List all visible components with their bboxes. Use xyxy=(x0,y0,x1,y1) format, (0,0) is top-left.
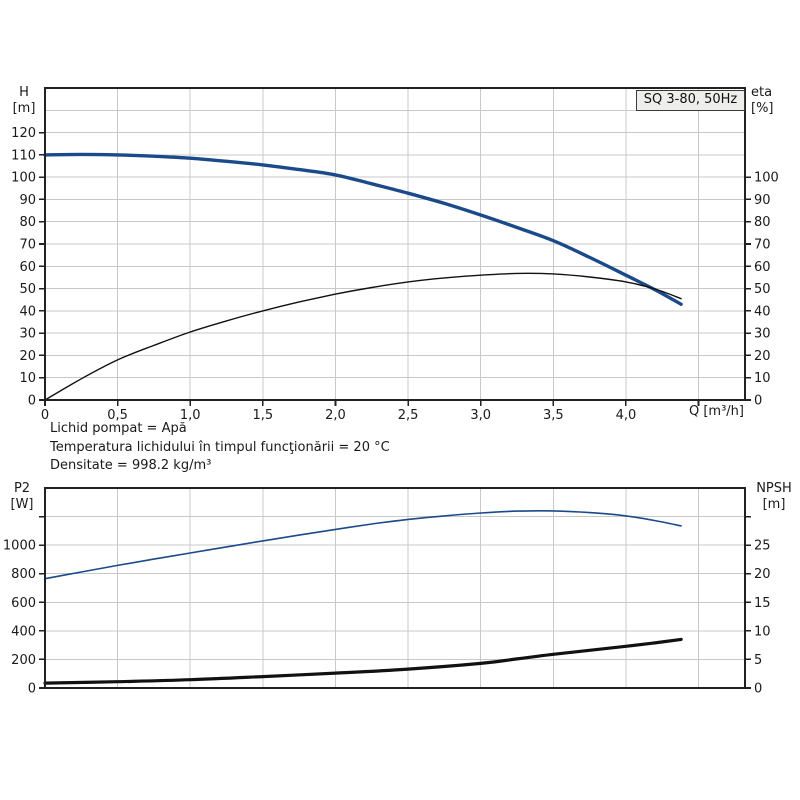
left-axis-tick-label: 30 xyxy=(19,327,36,342)
right-axis-tick-label: 10 xyxy=(754,624,771,639)
left-axis-tick-label: 0 xyxy=(28,394,36,409)
right-axis-tick-label: 80 xyxy=(754,215,771,230)
power-axis-title-symbol: P2 xyxy=(13,481,31,496)
h-curve xyxy=(43,152,683,306)
head-axis-title: H [m] xyxy=(6,85,42,117)
right-axis-tick-label: 25 xyxy=(754,539,771,554)
p2-curve xyxy=(44,509,682,580)
left-axis-tick-label: 40 xyxy=(19,304,36,319)
x-axis-tick-label: 4,0 xyxy=(616,408,637,423)
right-axis-tick-label: 30 xyxy=(754,327,771,342)
npsh-axis-title-symbol: NPSH xyxy=(756,481,792,496)
left-axis-tick-label: 1000 xyxy=(3,539,36,554)
pump-model-badge: SQ 3-80, 50Hz xyxy=(636,90,745,111)
left-axis-tick-label: 90 xyxy=(19,193,36,208)
left-axis-tick-label: 110 xyxy=(11,148,36,163)
info-line-temperature: Temperatura lichidului în timpul funcţio… xyxy=(50,439,390,455)
right-axis-tick-label: 0 xyxy=(754,682,762,697)
npsh-axis-title: NPSH [m] xyxy=(749,481,799,513)
info-line-liquid: Lichid pompat = Apă xyxy=(50,421,187,436)
right-axis-tick-label: 0 xyxy=(754,394,762,409)
left-axis-tick-label: 400 xyxy=(11,624,36,639)
right-axis-tick-label: 60 xyxy=(754,260,771,275)
left-axis-tick-label: 120 xyxy=(11,126,36,141)
left-axis-tick-label: 50 xyxy=(19,282,36,297)
right-axis-tick-label: 100 xyxy=(754,171,779,186)
right-axis-tick-label: 40 xyxy=(754,304,771,319)
eta-axis-title: eta [%] xyxy=(751,85,793,117)
right-axis-tick-label: 15 xyxy=(754,596,771,611)
left-axis-tick-label: 0 xyxy=(28,682,36,697)
head-axis-title-symbol: H xyxy=(19,85,29,100)
right-axis-tick-label: 20 xyxy=(754,349,771,364)
liquid-info-block: Lichid pompat = Apă Temperatura lichidul… xyxy=(50,420,390,476)
right-axis-tick-label: 90 xyxy=(754,193,771,208)
right-axis-tick-label: 50 xyxy=(754,282,771,297)
left-axis-tick-label: 600 xyxy=(11,596,36,611)
x-axis-tick-label: 0,5 xyxy=(107,408,128,423)
left-axis-tick-label: 20 xyxy=(19,349,36,364)
left-axis-tick-label: 80 xyxy=(19,215,36,230)
head-axis-title-unit: [m] xyxy=(12,101,36,116)
x-axis-tick-label: 2,5 xyxy=(398,408,419,423)
info-line-density: Densitate = 998.2 kg/m³ xyxy=(50,458,212,473)
right-axis-tick-label: 5 xyxy=(754,653,762,668)
flow-axis-label: Q [m³/h] xyxy=(688,404,744,419)
x-axis-tick-label: 1,5 xyxy=(252,408,273,423)
right-axis-tick-label: 70 xyxy=(754,238,771,253)
x-axis-tick-label: 2,0 xyxy=(325,408,346,423)
eta-axis-title-unit: [%] xyxy=(751,101,774,116)
x-axis-tick-label: 0 xyxy=(41,408,49,423)
eta-axis-title-symbol: eta xyxy=(751,85,773,100)
power-axis-title: P2 [W] xyxy=(2,481,42,513)
plot-border xyxy=(44,487,746,689)
left-axis-tick-label: 200 xyxy=(11,653,36,668)
left-axis-tick-label: 800 xyxy=(11,567,36,582)
npsh-axis-title-unit: [m] xyxy=(762,497,786,512)
left-axis-tick-label: 60 xyxy=(19,260,36,275)
eta-curve xyxy=(44,272,682,401)
x-axis-tick-label: 3,5 xyxy=(543,408,564,423)
left-axis-tick-label: 100 xyxy=(11,171,36,186)
left-axis-tick-label: 70 xyxy=(19,238,36,253)
npsh-curve xyxy=(43,637,683,685)
right-axis-tick-label: 20 xyxy=(754,567,771,582)
right-axis-tick-label: 10 xyxy=(754,371,771,386)
left-axis-tick-label: 10 xyxy=(19,371,36,386)
x-axis-tick-label: 1,0 xyxy=(180,408,201,423)
power-axis-title-unit: [W] xyxy=(10,497,34,512)
x-axis-tick-label: 3,0 xyxy=(470,408,491,423)
